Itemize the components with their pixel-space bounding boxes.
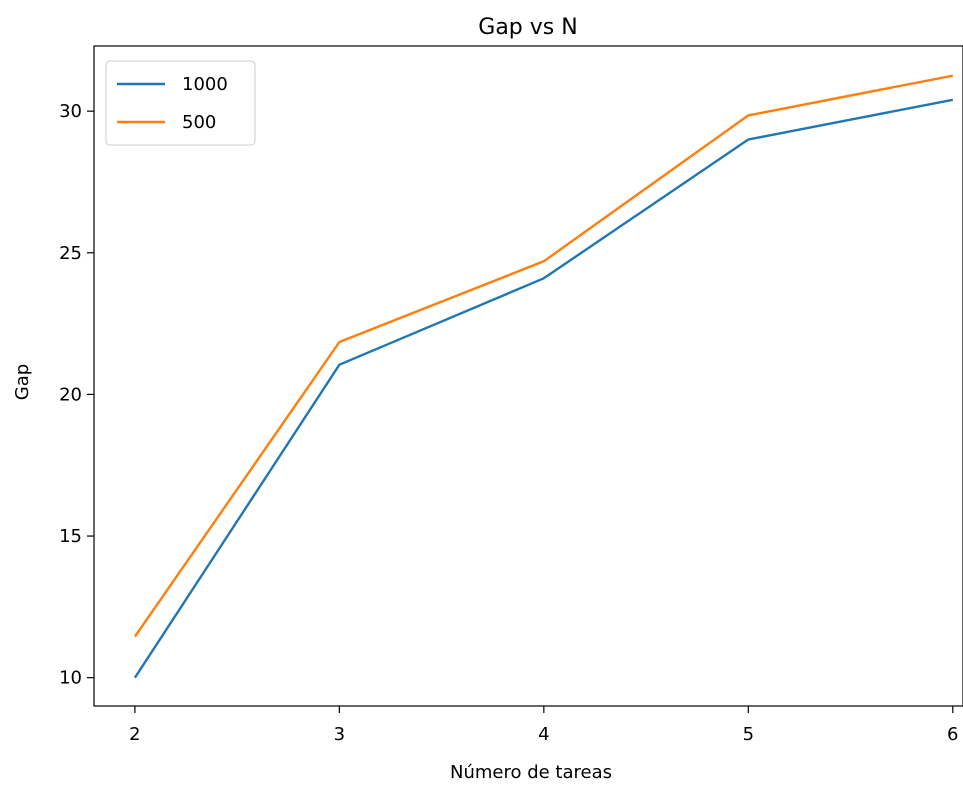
y-axis-label: Gap xyxy=(12,364,33,400)
series-line-500 xyxy=(133,74,954,638)
plot-area xyxy=(93,45,963,707)
chart-title: Gap vs N xyxy=(478,15,577,40)
series-line-1000 xyxy=(133,98,954,679)
y-tick-label: 20 xyxy=(59,384,82,405)
y-axis-ticks: 10 15 20 25 30 xyxy=(59,101,94,689)
legend-box xyxy=(105,60,256,146)
x-tick-label: 2 xyxy=(129,724,140,745)
legend: 1000 500 xyxy=(105,60,256,146)
y-tick-label: 15 xyxy=(59,526,82,547)
y-tick-label: 10 xyxy=(59,668,82,689)
axes-frame xyxy=(93,45,963,707)
legend-label-1000: 1000 xyxy=(182,74,228,95)
x-tick-label: 3 xyxy=(334,724,345,745)
x-tick-label: 5 xyxy=(743,724,754,745)
x-axis-label: Número de tareas xyxy=(450,762,612,783)
x-tick-label: 4 xyxy=(538,724,549,745)
legend-label-500: 500 xyxy=(182,112,216,133)
series-layer xyxy=(133,74,954,679)
y-tick-label: 30 xyxy=(59,101,82,122)
y-tick-label: 25 xyxy=(59,243,82,264)
x-tick-label: 6 xyxy=(947,724,958,745)
x-axis-ticks: 2 3 4 5 6 xyxy=(129,706,959,745)
